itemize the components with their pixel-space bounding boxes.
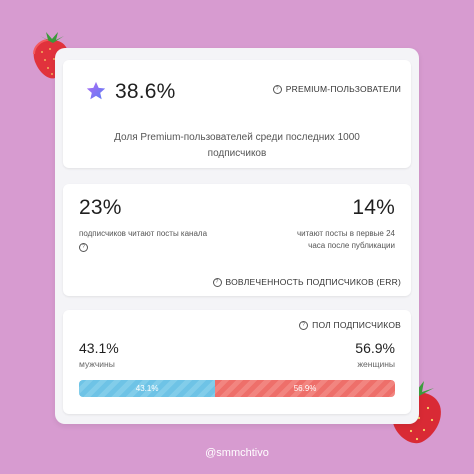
female-bar-segment: 56.9% [215,380,395,397]
engagement-right-value: 14% [352,196,395,219]
premium-percent: 38.6% [115,80,176,103]
engagement-header: ? ВОВЛЕЧЕННОСТЬ ПОДПИСЧИКОВ (ERR) [212,277,401,287]
stats-panel: 38.6% ? PREMIUM-ПОЛЬЗОВАТЕЛИ Доля Premiu… [55,48,419,424]
male-bar-segment: 43.1% [79,380,216,397]
male-percent: 43.1% [79,340,119,356]
premium-header: ? PREMIUM-ПОЛЬЗОВАТЕЛИ [272,84,401,94]
engagement-card: 23% 14% подписчиков читают посты канала … [63,184,411,296]
gender-card: ? ПОЛ ПОДПИСЧИКОВ 43.1% 56.9% мужчины же… [63,310,411,414]
female-label: женщины [357,359,395,369]
engagement-right-text: читают посты в первые 24 часа после публ… [296,229,395,250]
author-handle: @smmchtivo [205,447,269,459]
star-icon [86,81,106,100]
info-icon[interactable]: ? [212,277,222,287]
engagement-header-label: ВОВЛЕЧЕННОСТЬ ПОДПИСЧИКОВ (ERR) [225,277,401,287]
gender-header-label: ПОЛ ПОДПИСЧИКОВ [312,320,401,330]
premium-description: Доля Premium-пользователей среди последн… [114,132,360,159]
info-icon[interactable]: ? [299,320,309,330]
engagement-left-caption: подписчиков читают посты канала ? [79,228,207,252]
premium-header-label: PREMIUM-ПОЛЬЗОВАТЕЛИ [285,84,401,94]
male-label: мужчины [79,359,115,369]
female-percent: 56.9% [355,340,395,356]
engagement-left-value: 23% [79,196,122,219]
gender-bar: 43.1% 56.9% [79,380,395,397]
info-icon[interactable]: ? [79,243,88,252]
gender-header: ? ПОЛ ПОДПИСЧИКОВ [299,320,401,330]
engagement-left-text: подписчиков читают посты канала [79,229,208,238]
premium-card: 38.6% ? PREMIUM-ПОЛЬЗОВАТЕЛИ Доля Premiu… [63,60,411,168]
info-icon[interactable]: ? [272,84,282,94]
